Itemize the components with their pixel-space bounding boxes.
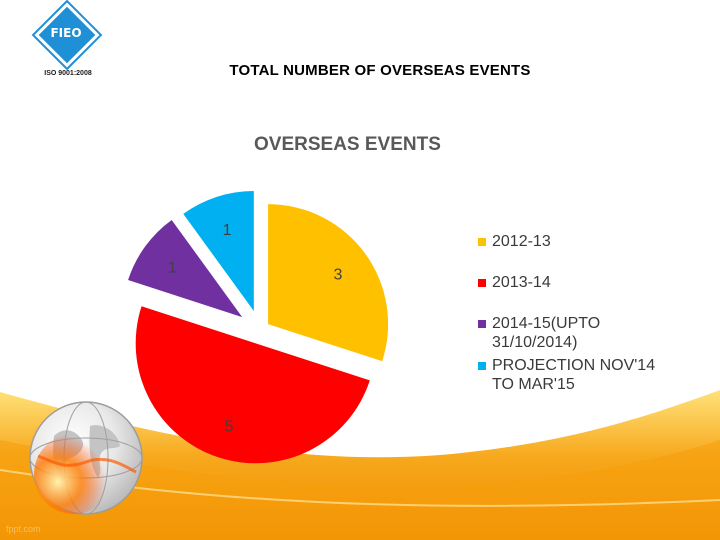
legend-label: 31/10/2014) xyxy=(492,334,578,351)
legend-swatch xyxy=(478,279,486,287)
pie-slice-2013-14 xyxy=(135,306,370,464)
fieo-logo: FIEO ISO 9001:2008 xyxy=(34,2,100,80)
logo-text: FIEO xyxy=(50,26,82,40)
slice-data-label: 1 xyxy=(168,259,177,276)
watermark: fppt.com xyxy=(6,524,41,534)
slice-data-label: 1 xyxy=(223,222,232,239)
pie-chart: 3 5 1 1 xyxy=(128,190,389,464)
legend-label: 2012-13 xyxy=(492,233,551,250)
legend-label: 2014-15(UPTO xyxy=(492,315,601,332)
chart-legend: 2012-13 2013-14 2014-15(UPTO 31/10/2014) PRO… xyxy=(478,232,718,394)
legend-swatch xyxy=(478,238,486,246)
legend-label: 2013-14 xyxy=(492,274,551,291)
legend-label: TO MAR'15 xyxy=(492,376,575,393)
pie-slice-2012-13 xyxy=(268,204,389,362)
slice-data-label: 3 xyxy=(334,266,343,283)
slide-title: TOTAL NUMBER OF OVERSEAS EVENTS xyxy=(229,62,531,79)
pie-slice-projection-nov-14-to-mar-15 xyxy=(183,190,254,311)
legend-item: 2014-15(UPTO 31/10/2014) xyxy=(478,314,718,352)
globe-icon xyxy=(29,401,143,515)
legend-swatch xyxy=(478,362,486,370)
slice-data-label: 5 xyxy=(225,418,234,435)
legend-label: PROJECTION NOV'14 xyxy=(492,357,656,374)
legend-item: 2012-13 xyxy=(478,232,718,251)
legend-item: 2013-14 xyxy=(478,273,718,292)
pie-slice-2014-15-upto-31-10-2014 xyxy=(128,219,243,318)
chart-title: OVERSEAS EVENTS xyxy=(254,134,441,155)
legend-item: PROJECTION NOV'14 TO MAR'15 xyxy=(478,356,718,394)
iso-certification: ISO 9001:2008 xyxy=(44,70,92,77)
legend-swatch xyxy=(478,320,486,328)
